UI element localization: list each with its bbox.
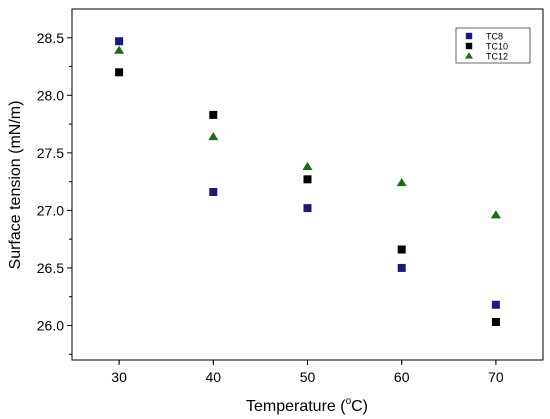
point-tc8 (115, 37, 124, 46)
legend-label-tc10: TC10 (486, 42, 508, 52)
point-tc10 (115, 68, 124, 77)
y-axis-title: Surface tension (mN/m) (7, 101, 24, 270)
legend-label-tc8: TC8 (486, 32, 503, 42)
y-tick-label: 28.5 (37, 30, 64, 46)
point-tc12 (396, 178, 407, 187)
x-tick-label: 60 (394, 369, 410, 385)
point-tc8 (397, 263, 406, 272)
point-tc10 (209, 110, 218, 119)
point-tc10 (303, 175, 312, 184)
x-tick-label: 70 (488, 369, 504, 385)
point-tc8 (209, 187, 218, 196)
point-tc8 (303, 204, 312, 213)
data-points (114, 37, 501, 327)
y-tick-label: 26.0 (37, 317, 64, 333)
legend-marker-tc8 (465, 32, 473, 40)
point-tc10 (491, 318, 500, 327)
point-tc12 (302, 161, 313, 170)
legend-marker-tc12 (465, 52, 473, 59)
legend-label-tc12: TC12 (486, 52, 508, 62)
y-tick-label: 27.5 (37, 145, 64, 161)
x-tick-label: 40 (206, 369, 222, 385)
point-tc12 (114, 45, 125, 54)
x-tick-label: 30 (111, 369, 127, 385)
point-tc12 (490, 210, 501, 219)
point-tc12 (208, 131, 219, 141)
x-axis-title: Temperature (oC) (246, 396, 368, 415)
point-tc10 (397, 245, 406, 254)
x-tick-label: 50 (300, 369, 316, 385)
axis-ticks: 30 40 50 60 70 26.0 26.5 27.0 27.5 28.0 28.5 (37, 30, 504, 385)
legend-marker-tc10 (465, 42, 473, 50)
y-tick-label: 28.0 (37, 87, 64, 103)
y-tick-label: 27.0 (37, 202, 64, 218)
point-tc8 (491, 300, 500, 309)
y-tick-label: 26.5 (37, 260, 64, 276)
